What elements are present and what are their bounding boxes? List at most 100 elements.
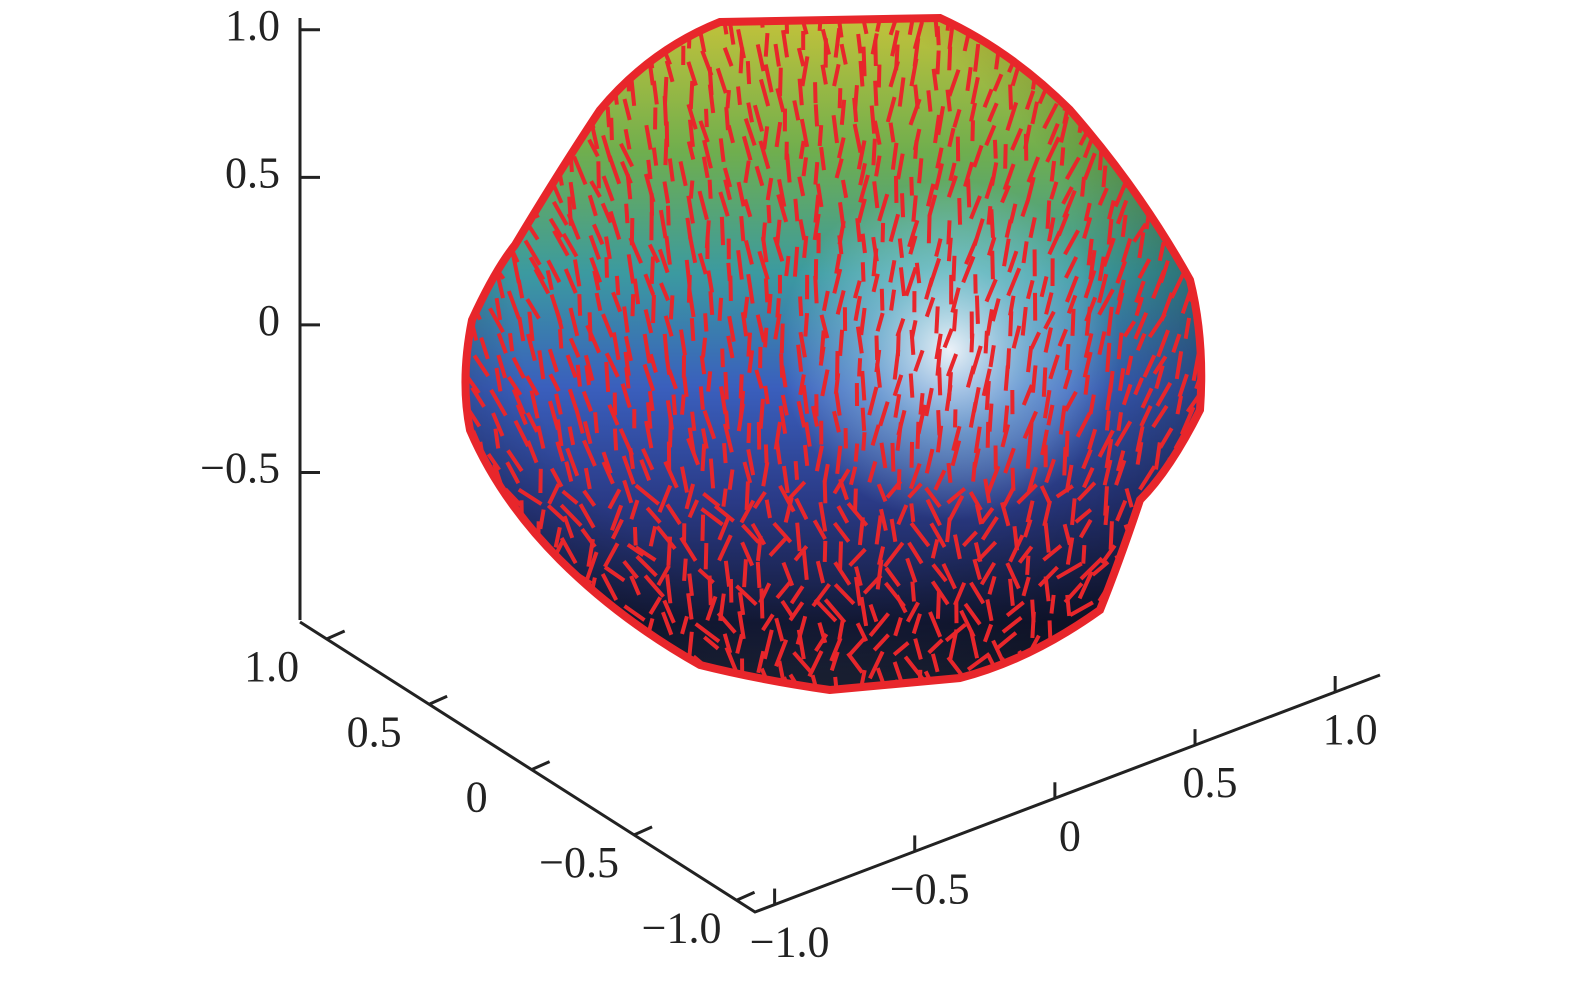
vector-glyph	[984, 176, 996, 200]
vector-glyph	[872, 633, 890, 652]
vector-glyph	[798, 296, 804, 317]
vector-glyph	[1153, 180, 1171, 209]
vector-glyph	[860, 233, 867, 254]
vector-glyph	[571, 49, 580, 78]
vector-glyph	[780, 365, 788, 388]
vector-glyph	[533, 268, 551, 295]
vector-glyph	[819, 146, 826, 171]
vector-glyph	[687, 499, 700, 519]
vector-glyph	[947, 46, 953, 71]
vector-glyph	[1152, 653, 1166, 683]
vector-glyph	[528, 18, 537, 38]
vector-glyph	[980, 506, 995, 525]
vector-glyph	[1181, 125, 1194, 150]
vector-glyph	[465, 133, 473, 163]
vector-glyph	[897, 77, 906, 107]
vector-glyph	[453, 410, 462, 435]
vector-glyph	[758, 140, 771, 170]
vector-glyph	[758, 398, 765, 429]
vector-glyph	[643, 273, 656, 296]
vector-glyph	[700, 514, 706, 541]
vector-glyph	[1083, 374, 1090, 395]
vector-glyph	[755, 314, 766, 343]
vector-glyph	[583, 467, 592, 490]
vector-glyph	[822, 480, 828, 504]
vector-glyph	[615, 671, 635, 690]
vector-glyph	[1008, 578, 1015, 606]
vector-glyph	[1059, 116, 1070, 143]
vector-glyph	[834, 392, 842, 416]
vector-glyph	[633, 18, 640, 31]
vector-glyph	[1010, 127, 1024, 151]
vector-glyph	[926, 90, 933, 112]
vector-glyph	[503, 487, 523, 507]
vector-glyph	[492, 105, 502, 129]
vector-glyph	[832, 63, 841, 87]
vector-glyph	[839, 43, 848, 65]
vector-glyph	[544, 28, 560, 56]
vector-glyph	[1115, 292, 1125, 315]
vector-glyph	[1137, 231, 1146, 259]
vector-glyph	[936, 105, 946, 136]
vector-glyph	[603, 542, 620, 568]
vector-glyph	[823, 598, 847, 624]
vector-glyph	[1138, 578, 1147, 598]
vector-glyph	[455, 335, 462, 361]
vector-glyph	[565, 354, 578, 379]
vector-glyph	[708, 291, 715, 316]
vector-glyph	[1068, 638, 1074, 662]
vector-glyph	[868, 603, 879, 623]
vector-glyph	[1027, 18, 1035, 34]
vector-glyph	[479, 337, 490, 360]
vector-glyph	[665, 574, 673, 604]
tick-mark	[326, 629, 346, 641]
vector-glyph	[535, 673, 548, 690]
vector-glyph	[762, 629, 774, 660]
vector-glyph	[794, 497, 809, 521]
vector-glyph	[1203, 294, 1210, 316]
vector-glyph	[686, 631, 694, 661]
vector-glyph	[743, 198, 753, 218]
vector-glyph	[965, 365, 976, 388]
vector-glyph	[1102, 646, 1109, 675]
vector-glyph	[1106, 306, 1114, 336]
vector-glyph	[763, 32, 770, 57]
vector-glyph	[574, 407, 585, 434]
vector-glyph	[647, 390, 655, 412]
vector-glyph	[1192, 18, 1202, 26]
vector-glyph	[873, 80, 879, 106]
vector-glyph	[789, 585, 805, 605]
vector-glyph	[722, 47, 734, 67]
vector-glyph	[572, 155, 588, 186]
vector-glyph	[465, 677, 469, 690]
vector-glyph	[911, 613, 922, 635]
vector-glyph	[515, 661, 526, 682]
x-tick-label: −0.5	[539, 838, 619, 887]
vector-glyph	[1088, 394, 1096, 415]
vector-glyph	[1040, 429, 1049, 456]
vector-glyph	[609, 674, 617, 690]
vector-glyph	[1102, 237, 1116, 268]
vector-glyph	[976, 540, 998, 563]
vector-glyph	[1100, 544, 1117, 565]
vector-glyph	[1004, 219, 1013, 239]
vector-glyph	[862, 574, 883, 595]
vector-glyph	[486, 65, 498, 86]
vector-glyph	[1058, 405, 1067, 435]
vector-glyph	[641, 447, 655, 471]
vector-glyph	[1005, 348, 1012, 369]
vector-glyph	[1178, 42, 1192, 64]
vector-glyph	[745, 61, 752, 85]
vector-glyph	[551, 200, 569, 226]
vector-glyph	[931, 563, 948, 583]
vector-glyph	[519, 500, 525, 529]
vector-glyph	[796, 344, 804, 372]
vector-glyph	[465, 251, 469, 272]
vector-glyph	[727, 315, 736, 342]
vector-glyph	[1156, 329, 1170, 358]
vector-glyph	[700, 507, 724, 527]
vector-glyph	[1191, 353, 1201, 382]
vector-glyph	[934, 238, 943, 257]
vector-glyph	[1083, 152, 1097, 181]
